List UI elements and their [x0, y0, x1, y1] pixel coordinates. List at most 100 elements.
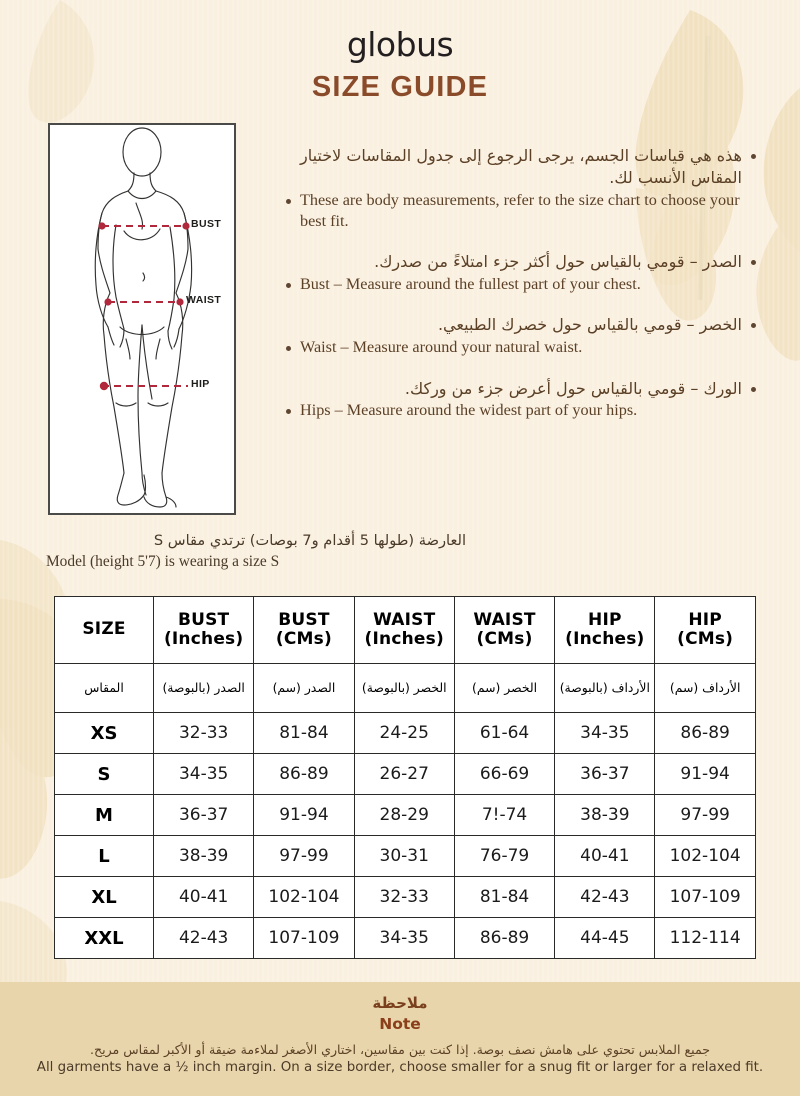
cell-hip-cm: 102-104 [654, 835, 756, 877]
bullet-dot-icon [286, 198, 291, 204]
col-header-line1: WAIST [473, 609, 536, 630]
cell-bust-in: 34-35 [152, 753, 255, 795]
cell-size: XXL [54, 917, 154, 959]
cell-waist-in: 28-29 [353, 794, 455, 836]
col-header-hip-cms: HIP (CMs) [654, 596, 756, 664]
bullet-row: Waist – Measure around your natural wais… [286, 337, 756, 358]
cell-bust-cm: 97-99 [253, 835, 355, 877]
hip-label: HIP [191, 378, 210, 390]
bullet-row: These are body measurements, refer to th… [286, 190, 756, 233]
instruction-group-waist: الخصر – قومي بالقياس حول خصرك الطبيعي. W… [286, 314, 756, 358]
col-header-line2: (CMs) [677, 629, 734, 649]
bullet-row: الورك – قومي بالقياس حول أعرض جزء من ورك… [286, 378, 756, 400]
cell-hip-cm: 107-109 [654, 876, 756, 918]
bullet-text-ar: الورك – قومي بالقياس حول أعرض جزء من ورك… [404, 378, 742, 398]
cell-hip-in: 38-39 [554, 794, 656, 836]
note-body-ar: جميع الملابس تحتوي على هامش نصف بوصة. إذ… [89, 1042, 711, 1057]
note-body-en: All garments have a ½ inch margin. On a … [36, 1060, 764, 1075]
waist-label: WAIST [186, 294, 222, 306]
col-header-line1: BUST [177, 609, 230, 630]
table-header-row-ar: المقاس الصدر (بالبوصة) الصدر (سم) الخصر … [54, 663, 756, 713]
col-header-ar-waist-cms: الخصر (سم) [453, 663, 556, 713]
col-header-line2: (Inches) [364, 629, 444, 649]
bullet-dot-icon [751, 323, 756, 329]
cell-bust-in: 36-37 [152, 794, 255, 836]
col-header-line1: HIP [688, 609, 722, 630]
bullet-text-ar: هذه هي قياسات الجسم، يرجى الرجوع إلى جدو… [299, 146, 742, 187]
cell-waist-cm: 76-79 [453, 835, 556, 877]
cell-size: S [54, 753, 154, 795]
cell-waist-cm: 7!-74 [453, 794, 556, 836]
table-row: XS 32-33 81-84 24-25 61-64 34-35 86-89 [54, 712, 756, 754]
bullet-dot-icon [751, 260, 756, 266]
cell-size: M [54, 794, 154, 836]
cell-hip-cm: 112-114 [654, 917, 756, 959]
cell-bust-in: 40-41 [152, 876, 255, 918]
model-caption-en: Model (height 5'7) is wearing a size S [46, 552, 280, 570]
instruction-group-hips: الورك – قومي بالقياس حول أعرض جزء من ورك… [286, 378, 756, 422]
col-header-ar-size: المقاس [54, 663, 154, 713]
col-header-ar-hip-cms: الأرداف (سم) [654, 663, 756, 713]
bullet-dot-icon [286, 409, 291, 415]
brand-logo: globus [346, 25, 454, 64]
cell-size: XL [54, 876, 154, 918]
cell-bust-cm: 86-89 [253, 753, 355, 795]
bullet-dot-icon [751, 386, 756, 392]
cell-hip-cm: 86-89 [654, 712, 756, 754]
cell-hip-in: 40-41 [554, 835, 656, 877]
cell-hip-cm: 97-99 [654, 794, 756, 836]
table-header-row-en: SIZE BUST (Inches) BUST (CMs) WAIST (Inc… [54, 596, 756, 664]
col-header-waist-cms: WAIST (CMs) [453, 596, 556, 664]
note-heading-en: Note [379, 1015, 421, 1033]
cell-waist-in: 32-33 [353, 876, 455, 918]
col-header-line1: BUST [278, 609, 330, 630]
cell-size: L [54, 835, 154, 877]
table-row: XXL 42-43 107-109 34-35 86-89 44-45 112-… [54, 917, 756, 959]
bullet-dot-icon [286, 283, 291, 288]
col-header-line1: HIP [588, 609, 622, 630]
col-header-bust-cms: BUST (CMs) [253, 596, 355, 664]
col-header-ar-waist-inches: الخصر (بالبوصة) [353, 663, 455, 713]
model-caption: العارضة (طولها 5 أقدام و7 بوصات) ترتدي م… [46, 532, 466, 572]
col-header-bust-inches: BUST (Inches) [152, 596, 255, 664]
bullet-row: Hips – Measure around the widest part of… [286, 400, 756, 421]
cell-waist-in: 34-35 [353, 917, 455, 959]
cell-hip-cm: 91-94 [654, 753, 756, 795]
cell-bust-in: 38-39 [152, 835, 255, 877]
note-heading-ar: ملاحظة [372, 994, 428, 1012]
size-chart-table: SIZE BUST (Inches) BUST (CMs) WAIST (Inc… [54, 596, 756, 959]
col-header-ar-hip-inches: الأرداف (بالبوصة) [554, 663, 656, 713]
page-title: SIZE GUIDE [311, 71, 489, 103]
cell-bust-cm: 91-94 [253, 794, 355, 836]
col-header-size: SIZE [54, 596, 154, 664]
model-caption-ar: العارضة (طولها 5 أقدام و7 بوصات) ترتدي م… [153, 532, 466, 549]
table-row: L 38-39 97-99 30-31 76-79 40-41 102-104 [54, 835, 756, 877]
cell-waist-cm: 61-64 [453, 712, 556, 754]
bullet-dot-icon [751, 154, 756, 159]
bullet-row: Bust – Measure around the fullest part o… [286, 274, 756, 295]
col-header-line1: SIZE [82, 619, 126, 640]
instruction-group-general: هذه هي قياسات الجسم، يرجى الرجوع إلى جدو… [286, 145, 756, 232]
col-header-line2: (Inches) [565, 629, 645, 649]
cell-waist-cm: 66-69 [453, 753, 556, 795]
body-measurement-figure: BUST WAIST HIP [48, 123, 236, 515]
table-row: XL 40-41 102-104 32-33 81-84 42-43 107-1… [54, 876, 756, 918]
col-header-waist-inches: WAIST (Inches) [353, 596, 455, 664]
bullet-text-ar: الصدر – قومي بالقياس حول أكثر جزء امتلاء… [374, 252, 742, 272]
col-header-line2: (CMs) [275, 629, 332, 649]
bullet-text-en: Bust – Measure around the fullest part o… [300, 275, 641, 293]
cell-hip-in: 34-35 [554, 712, 656, 754]
female-body-illustration [94, 127, 193, 508]
table-row: S 34-35 86-89 26-27 66-69 36-37 91-94 [54, 753, 756, 795]
col-header-ar-bust-inches: الصدر (بالبوصة) [152, 663, 255, 713]
col-header-line2: (CMs) [476, 629, 533, 649]
bust-measure-line [98, 222, 190, 230]
bullet-text-en: These are body measurements, refer to th… [300, 190, 740, 230]
measurement-instructions: هذه هي قياسات الجسم، يرجى الرجوع إلى جدو… [286, 145, 756, 441]
cell-bust-in: 42-43 [152, 917, 255, 959]
cell-waist-in: 24-25 [353, 712, 455, 754]
cell-waist-in: 26-27 [353, 753, 455, 795]
bullet-text-en: Waist – Measure around your natural wais… [300, 338, 583, 357]
bullet-row: الخصر – قومي بالقياس حول خصرك الطبيعي. [286, 314, 756, 336]
table-row: M 36-37 91-94 28-29 7!-74 38-39 97-99 [54, 794, 756, 836]
